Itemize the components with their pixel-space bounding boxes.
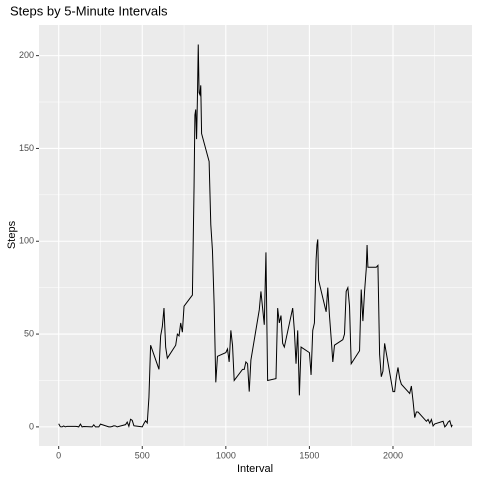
y-axis-label: Steps bbox=[6, 220, 18, 249]
grid bbox=[39, 25, 472, 446]
line bbox=[58, 44, 453, 428]
panel bbox=[39, 25, 472, 446]
x-tick-label: 2000 bbox=[383, 450, 403, 460]
y-tick-label: 50 bbox=[24, 328, 34, 338]
x-tick-label: 1500 bbox=[299, 450, 319, 460]
y-tick-label: 150 bbox=[19, 143, 34, 153]
x-tick-label: 1000 bbox=[216, 450, 236, 460]
x-axis-label: Interval bbox=[237, 463, 273, 475]
chart-title: Steps by 5-Minute Intervals bbox=[10, 3, 168, 18]
y-tick-label: 0 bbox=[29, 421, 34, 431]
y-tick-label: 200 bbox=[19, 50, 34, 60]
x-tick-label: 500 bbox=[135, 450, 150, 460]
y-tick-label: 100 bbox=[19, 236, 34, 246]
x-tick-label: 0 bbox=[56, 450, 61, 460]
